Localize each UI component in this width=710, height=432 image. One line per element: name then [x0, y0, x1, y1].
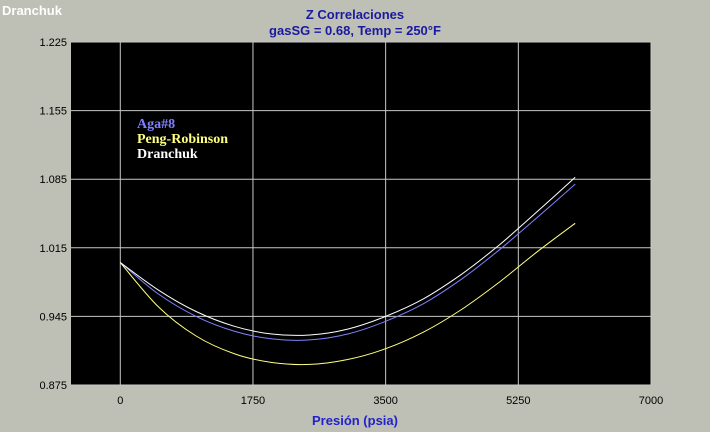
x-tick-label: 0	[117, 395, 123, 407]
tick-labels: 0 1750 3500 5250 7000 0.875 0.945 1.015 1.085 1.1…	[39, 37, 663, 407]
y-tick-label: 1.155	[39, 106, 67, 118]
x-axis-label: Presión (psia)	[312, 413, 398, 428]
y-tick-label: 0.875	[39, 380, 67, 392]
x-tick-label: 5250	[506, 395, 530, 407]
x-tick-label: 3500	[373, 395, 397, 407]
chart-subtitle: gasSG = 0.68, Temp = 250°F	[269, 23, 441, 38]
grid-lines	[71, 41, 652, 386]
chart-title: Z Correlaciones	[305, 7, 405, 22]
x-tick-label: 1750	[241, 395, 265, 407]
y-tick-label: 0.945	[39, 311, 67, 323]
x-tick-label: 7000	[639, 395, 663, 407]
y-tick-label: 1.085	[39, 174, 67, 186]
series-line-aga-8	[119, 183, 576, 341]
y-tick-label: 1.225	[39, 37, 67, 49]
legend-entry: Peng-Robinson	[137, 132, 228, 147]
legend-entry: Dranchuk	[137, 147, 198, 162]
window-label: Dranchuk	[2, 3, 62, 18]
plot-area	[71, 42, 651, 385]
series-group	[119, 176, 576, 366]
legend-entry: Aga#8	[137, 117, 175, 132]
series-line-dranchuk	[120, 176, 576, 336]
y-tick-label: 1.015	[39, 243, 67, 255]
series-line-peng-robinson	[119, 222, 576, 366]
